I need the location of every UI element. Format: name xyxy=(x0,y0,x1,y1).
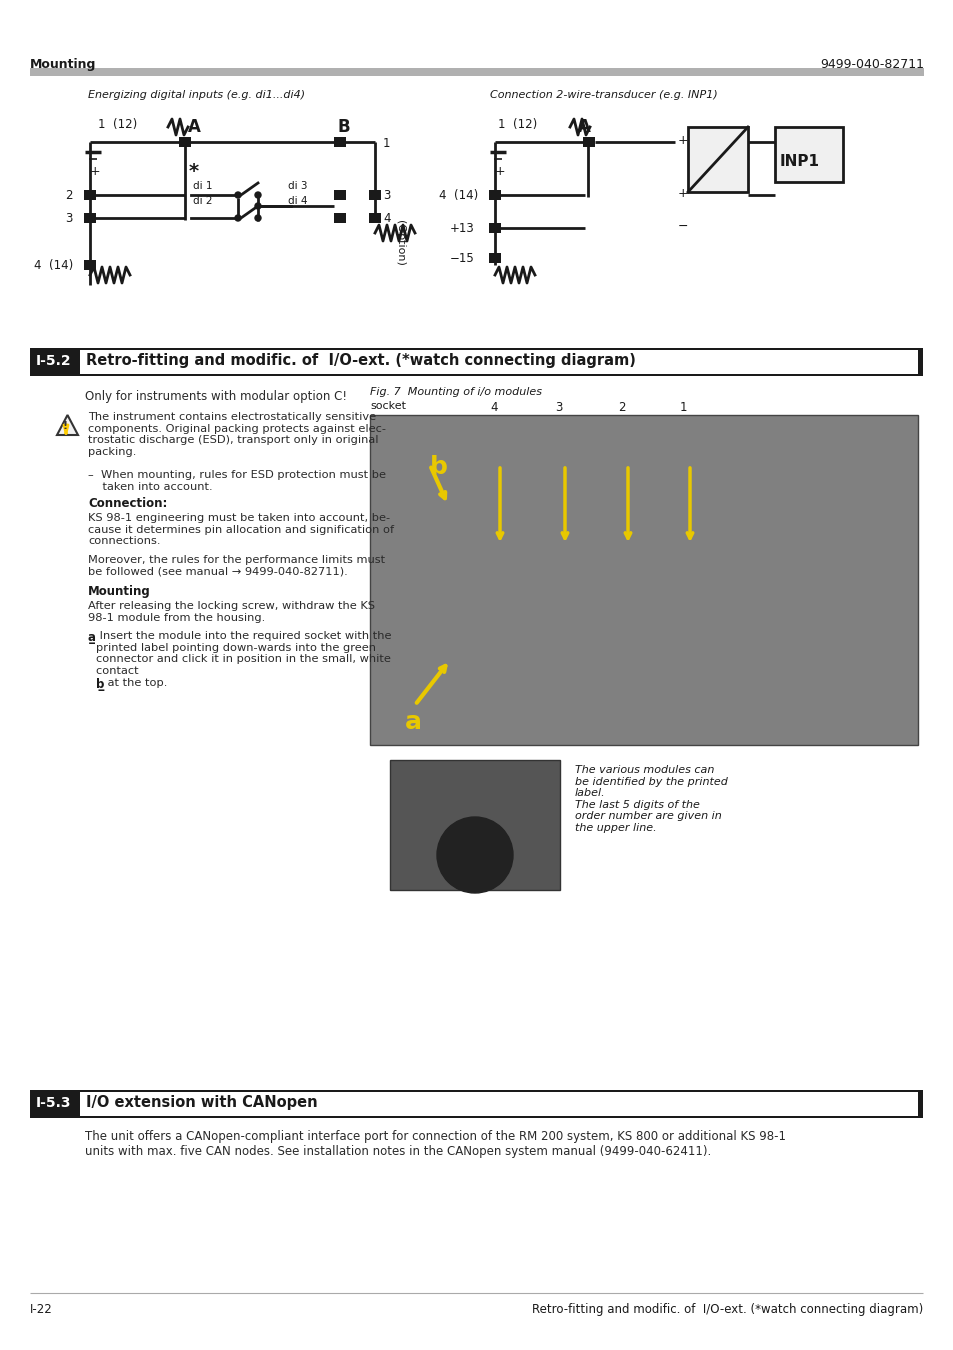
Circle shape xyxy=(234,192,241,198)
Text: −15: −15 xyxy=(450,252,475,265)
Text: di 4: di 4 xyxy=(288,196,307,207)
Text: b̲: b̲ xyxy=(96,678,104,691)
Circle shape xyxy=(436,817,513,892)
Text: Mounting: Mounting xyxy=(30,58,96,72)
Text: 00201: 00201 xyxy=(457,845,492,855)
Bar xyxy=(334,190,346,200)
Text: Moreover, the rules for the performance limits must
be followed (see manual → 94: Moreover, the rules for the performance … xyxy=(88,555,385,576)
Text: +: + xyxy=(678,188,688,200)
Text: Energizing digital inputs (e.g. di1...di4): Energizing digital inputs (e.g. di1...di… xyxy=(88,90,305,100)
Text: A: A xyxy=(188,117,201,136)
Text: 1: 1 xyxy=(382,136,390,150)
Bar xyxy=(390,760,559,890)
Text: I-22: I-22 xyxy=(30,1303,52,1316)
Bar xyxy=(489,190,500,200)
Text: 4: 4 xyxy=(490,401,497,414)
Text: I-5.3: I-5.3 xyxy=(36,1096,71,1110)
Text: Only for instruments with modular option C!: Only for instruments with modular option… xyxy=(85,390,347,404)
Bar xyxy=(369,190,380,200)
Text: –  When mounting, rules for ESD protection must be
    taken into account.: – When mounting, rules for ESD protectio… xyxy=(88,470,386,491)
Text: !: ! xyxy=(62,421,68,431)
Text: (Option): (Option) xyxy=(395,220,405,266)
Text: a̲: a̲ xyxy=(88,630,96,644)
Bar xyxy=(30,68,923,76)
Text: Retro-fitting and modific. of  I/O-ext. (*watch connecting diagram): Retro-fitting and modific. of I/O-ext. (… xyxy=(86,352,636,369)
Bar xyxy=(774,127,842,182)
Text: 3: 3 xyxy=(382,189,390,202)
Text: a: a xyxy=(405,710,421,734)
Text: +: + xyxy=(495,165,505,178)
Bar xyxy=(84,261,96,270)
Bar xyxy=(489,223,500,234)
Text: 1  (12): 1 (12) xyxy=(497,117,537,131)
Bar xyxy=(84,213,96,223)
Bar xyxy=(179,136,191,147)
Text: INP1: INP1 xyxy=(780,154,820,169)
Text: R_Inp: R_Inp xyxy=(461,857,488,868)
Text: di 1: di 1 xyxy=(193,181,213,190)
Circle shape xyxy=(254,192,261,198)
Text: B: B xyxy=(337,117,351,136)
Text: A: A xyxy=(578,117,590,136)
Bar xyxy=(582,136,595,147)
Text: After releasing the locking screw, withdraw the KS
98-1 module from the housing.: After releasing the locking screw, withd… xyxy=(88,601,375,622)
Text: b: b xyxy=(430,455,447,479)
Bar xyxy=(334,213,346,223)
Text: Retro-fitting and modific. of  I/O-ext. (*watch connecting diagram): Retro-fitting and modific. of I/O-ext. (… xyxy=(531,1303,923,1316)
Text: Fig. 7  Mounting of i/o modules: Fig. 7 Mounting of i/o modules xyxy=(370,387,541,397)
Text: 9499-040-82711: 9499-040-82711 xyxy=(820,58,923,72)
Bar xyxy=(369,213,380,223)
Text: Connection:: Connection: xyxy=(88,497,167,510)
Bar xyxy=(80,350,917,374)
Text: 4: 4 xyxy=(382,212,390,225)
Text: di 3: di 3 xyxy=(288,181,307,190)
Text: Insert the module into the required socket with the
printed label pointing down-: Insert the module into the required sock… xyxy=(96,630,391,676)
Text: The various modules can
be identified by the printed
label.
The last 5 digits of: The various modules can be identified by… xyxy=(575,765,727,833)
Text: 4  (14): 4 (14) xyxy=(438,189,477,202)
Text: The unit offers a CANopen-compliant interface port for connection of the RM 200 : The unit offers a CANopen-compliant inte… xyxy=(85,1130,785,1158)
Bar xyxy=(489,252,500,263)
Text: 1: 1 xyxy=(679,401,687,414)
Bar xyxy=(334,136,346,147)
Text: 2: 2 xyxy=(618,401,625,414)
Text: The instrument contains electrostatically sensitive
components. Original packing: The instrument contains electrostaticall… xyxy=(88,412,386,456)
Text: +13: +13 xyxy=(450,221,475,235)
Text: 1  (12): 1 (12) xyxy=(98,117,137,131)
Circle shape xyxy=(254,215,261,221)
Text: 8368: 8368 xyxy=(462,868,487,878)
Text: *: * xyxy=(189,162,199,181)
Text: KS 98-1 engineering must be taken into account, be-
cause it determines pin allo: KS 98-1 engineering must be taken into a… xyxy=(88,513,394,547)
Text: socket: socket xyxy=(370,401,406,410)
Text: 3: 3 xyxy=(555,401,561,414)
Polygon shape xyxy=(57,414,78,435)
Text: +: + xyxy=(678,134,688,147)
Bar xyxy=(84,190,96,200)
Text: 4  (14): 4 (14) xyxy=(33,259,73,271)
Text: Connection 2-wire-transducer (e.g. INP1): Connection 2-wire-transducer (e.g. INP1) xyxy=(490,90,717,100)
Text: −: − xyxy=(678,220,688,234)
Text: +: + xyxy=(90,165,100,178)
Bar xyxy=(30,348,923,377)
Circle shape xyxy=(234,215,241,221)
Bar xyxy=(687,127,747,192)
Text: 2: 2 xyxy=(66,189,73,202)
Text: at the top.: at the top. xyxy=(104,678,167,688)
Text: di 2: di 2 xyxy=(193,196,213,207)
Circle shape xyxy=(254,202,261,209)
Bar xyxy=(370,414,917,745)
Text: I-5.2: I-5.2 xyxy=(36,354,71,369)
Text: Mounting: Mounting xyxy=(88,585,151,598)
Text: I/O extension with CANopen: I/O extension with CANopen xyxy=(86,1095,317,1110)
Text: 3: 3 xyxy=(66,212,73,225)
Bar xyxy=(30,1089,923,1118)
Bar xyxy=(80,1092,917,1116)
